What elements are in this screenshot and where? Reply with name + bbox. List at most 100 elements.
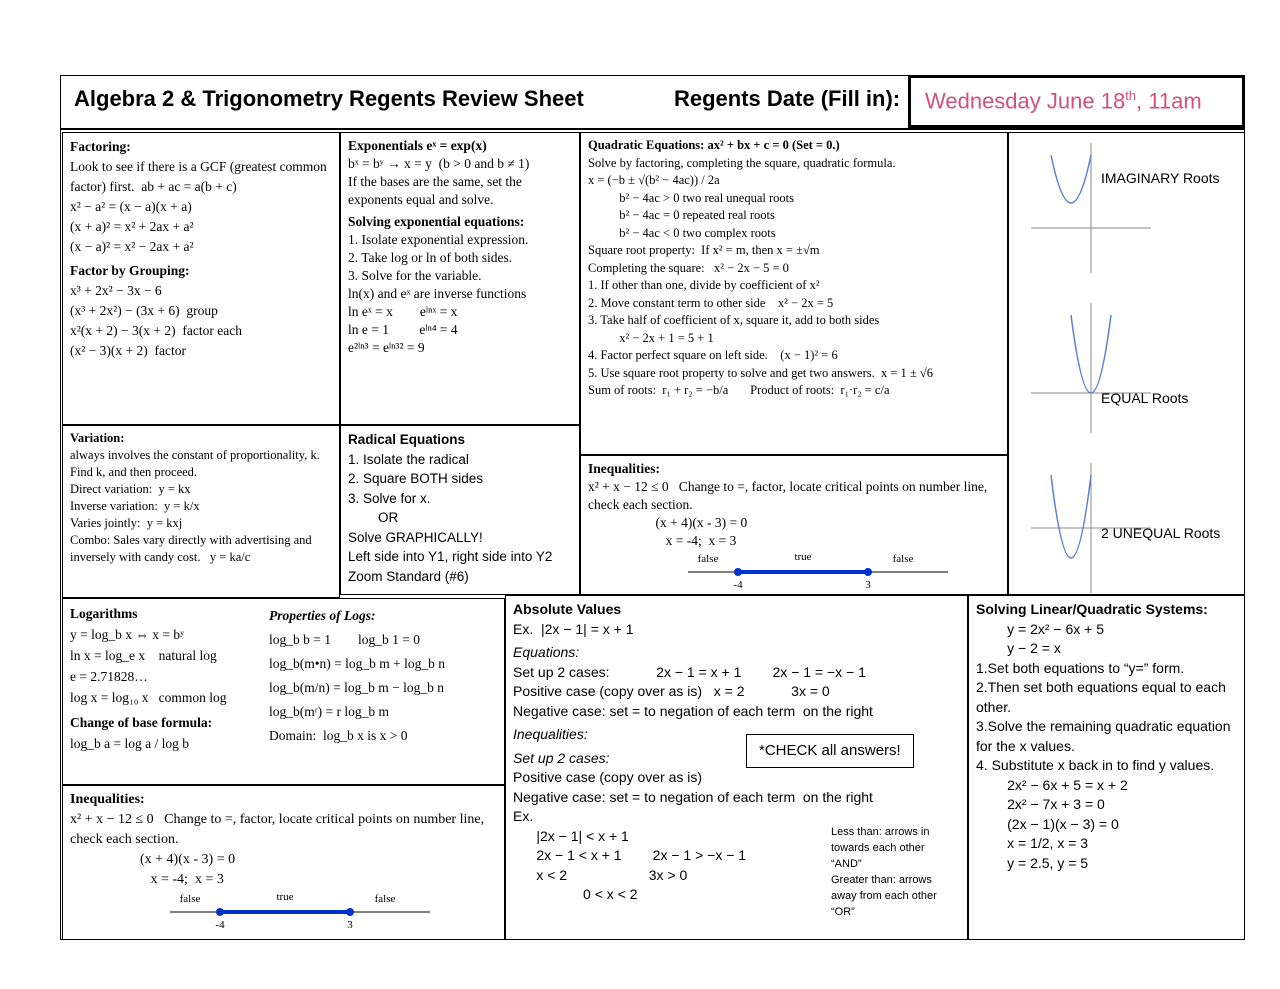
text-line: y = log_b x ⇔ x = bʸ <box>70 627 185 642</box>
text-line: Ex. |2x − 1| = x + 1 <box>513 620 634 637</box>
section: IMAGINARY Roots EQUAL Roots 2 UNEQUAL Root… <box>1008 132 1245 595</box>
text-line: 1. Isolate exponential expression. <box>348 232 529 247</box>
text-line: 2.Then set both equations equal to each … <box>976 679 1230 715</box>
text-line: If the bases are the same, set the expon… <box>348 174 526 207</box>
text-line: x² − a² = (x − a)(x + a) <box>70 199 192 214</box>
text-line: Set up 2 cases: 2x − 1 = x + 1 2x − 1 = … <box>513 663 866 680</box>
text-line: 3. Solve for x. <box>348 490 431 506</box>
text-line: Set up 2 cases: <box>513 749 610 766</box>
text-line: log_b(m•n) = log_b m + log_b n <box>269 656 445 671</box>
text-line: 2x − 1 < x + 1 2x − 1 > −x − 1 <box>513 847 747 863</box>
text-line: Positive case (copy over as is) x = 2 3x… <box>513 683 830 699</box>
number-line: false true false -4 3 <box>170 891 430 931</box>
section-title: Solving Linear/Quadratic Systems: <box>976 601 1208 617</box>
side-note: Less than: arrows in towards each other … <box>831 826 930 870</box>
text-line: log_b b = 1 log_b 1 = 0 <box>269 632 420 647</box>
text-line: e²ˡⁿ³ = eˡⁿ³² = 9 <box>348 340 425 355</box>
root-label: IMAGINARY Roots <box>1101 170 1220 186</box>
text-line: x² + x − 12 ≤ 0 Change to =, factor, loc… <box>588 479 991 512</box>
root-label: EQUAL Roots <box>1101 390 1188 406</box>
section-title: Logarithms <box>70 606 138 621</box>
roots-graphs: IMAGINARY Roots EQUAL Roots 2 UNEQUAL Root… <box>1031 143 1220 593</box>
text-line: x = -4; x = 3 <box>588 533 737 548</box>
text-line: (x + a)² = x² + 2ax + a² <box>70 219 194 234</box>
endpoint <box>864 568 872 576</box>
text-line: 2. Square BOTH sides <box>348 471 484 486</box>
text-line: ln x = log_e x natural log <box>70 648 217 663</box>
text-line: Inverse variation: y = k/x <box>70 499 200 513</box>
date-text: Wednesday June 18 <box>925 88 1126 114</box>
root-label: 2 UNEQUAL Roots <box>1101 525 1220 541</box>
text-line: Zoom Standard (#6) <box>348 568 469 584</box>
number-line-label: -4 <box>733 579 743 591</box>
section: Absolute Values Ex. |2x − 1| = x + 1 Equat… <box>505 595 968 940</box>
section: Exponentials eˣ = exp(x) bˣ = bʸ → x = y … <box>340 132 580 425</box>
text-line: 3.Solve the remaining quadratic equation… <box>976 718 1235 754</box>
endpoint <box>734 568 742 576</box>
number-line-label: false <box>375 893 396 905</box>
parabola <box>1050 154 1092 204</box>
check-note: *CHECK all answers! <box>746 734 914 768</box>
section: Factoring: Look to see if there is a GCF … <box>62 132 340 425</box>
text-line: 4. Substitute x back in to find y values… <box>976 757 1215 773</box>
text-line: Left side into Y1, right side into Y2 <box>348 549 553 564</box>
text-line: Negative case: set = to negation of each… <box>513 788 873 805</box>
section: Quadratic Equations: ax² + bx + c = 0 (S… <box>580 132 1008 455</box>
section-title: Absolute Values <box>513 601 622 617</box>
section-title: Properties of Logs: <box>269 608 376 623</box>
section-title: Variation: <box>70 431 125 445</box>
text-line: bˣ = bʸ → x = y (b > 0 and b ≠ 1) <box>348 156 530 171</box>
text-line: ln eˣ = x eˡⁿˣ = x <box>348 304 458 319</box>
section: Inequalities: x² + x − 12 ≤ 0 Change to =… <box>580 455 1008 595</box>
header-rule <box>60 128 1245 130</box>
section: Radical Equations 1. Isolate the radical 2… <box>340 425 580 595</box>
section: Properties of Logs: log_b b = 1 log_b 1 =… <box>262 600 505 783</box>
text-line: x² − 2x + 1 = 5 + 1 <box>588 330 714 345</box>
date-label: Regents Date (Fill in): <box>674 86 901 111</box>
text-line: 4. Factor perfect square on left side. (… <box>588 348 838 362</box>
text-line: x = 1/2, x = 3 <box>976 835 1089 851</box>
parabola <box>1050 474 1092 559</box>
number-line-label: true <box>276 891 293 903</box>
text-line: 1. If other than one, divide by coeffici… <box>588 278 820 292</box>
text-line: Solving exponential equations: <box>348 214 525 229</box>
section-title: Quadratic Equations: ax² + bx + c = 0 (S… <box>588 138 840 152</box>
text-line: Change of base formula: <box>70 715 213 730</box>
endpoint <box>216 908 224 916</box>
text-line: x < 2 3x > 0 <box>513 866 688 883</box>
number-line-label: 3 <box>347 919 353 931</box>
text-line: 3. Solve for the variable. <box>348 268 482 283</box>
section-title: Factoring: <box>70 139 131 154</box>
text-line: x²(x + 2) − 3(x + 2) factor each <box>70 323 242 338</box>
text-line: (x³ + 2x²) − (3x + 6) group <box>70 303 218 318</box>
text-line: e = 2.71828… <box>70 669 148 684</box>
text-line: ln e = 1 eˡⁿ⁴ = 4 <box>348 322 458 337</box>
text-line: always involves the constant of proporti… <box>70 448 327 479</box>
text-line: x³ + 2x² − 3x − 6 <box>70 283 162 298</box>
text-line: 2. Move constant term to other side x² −… <box>588 295 834 310</box>
text-line: Solve by factoring, completing the squar… <box>588 155 896 170</box>
text-line: (x² − 3)(x + 2) factor <box>70 343 186 358</box>
date-text: , 11am <box>1136 88 1202 114</box>
text-line: (x + 4)(x - 3) = 0 <box>588 515 748 530</box>
text-line: |2x − 1| < x + 1 <box>513 827 629 844</box>
section-title: Radical Equations <box>348 432 466 447</box>
text-line: Ex. <box>513 808 534 824</box>
text-line: Varies jointly: y = kxj <box>70 516 183 530</box>
text-line: b² − 4ac = 0 repeated real roots <box>588 208 775 222</box>
answer: ANSWER: -4 ≤ x ≤ 3 or [-4, 3] (in interv… <box>70 936 497 939</box>
text-line: (x + 4)(x - 3) = 0 <box>70 852 236 867</box>
endpoint <box>346 908 354 916</box>
text-line: b² − 4ac < 0 two complex roots <box>588 225 776 240</box>
text-line: x² + x − 12 ≤ 0 Change to =, factor, loc… <box>70 812 488 847</box>
text-line: Square root property: If x² = m, then x … <box>588 243 820 257</box>
text-line: log x = log₁₀ x common log <box>70 690 227 705</box>
section-title: Inequalities: <box>588 461 661 476</box>
text-line: (x − a)² = x² − 2ax + a² <box>70 239 194 254</box>
text-line: Positive case (copy over as is) <box>513 769 703 785</box>
text-line: Negative case: set = to negation of each… <box>513 702 873 719</box>
number-line: false true false -4 3 <box>688 551 948 591</box>
text-line: 0 < x < 2 <box>513 886 638 902</box>
text-line: OR <box>348 510 399 525</box>
